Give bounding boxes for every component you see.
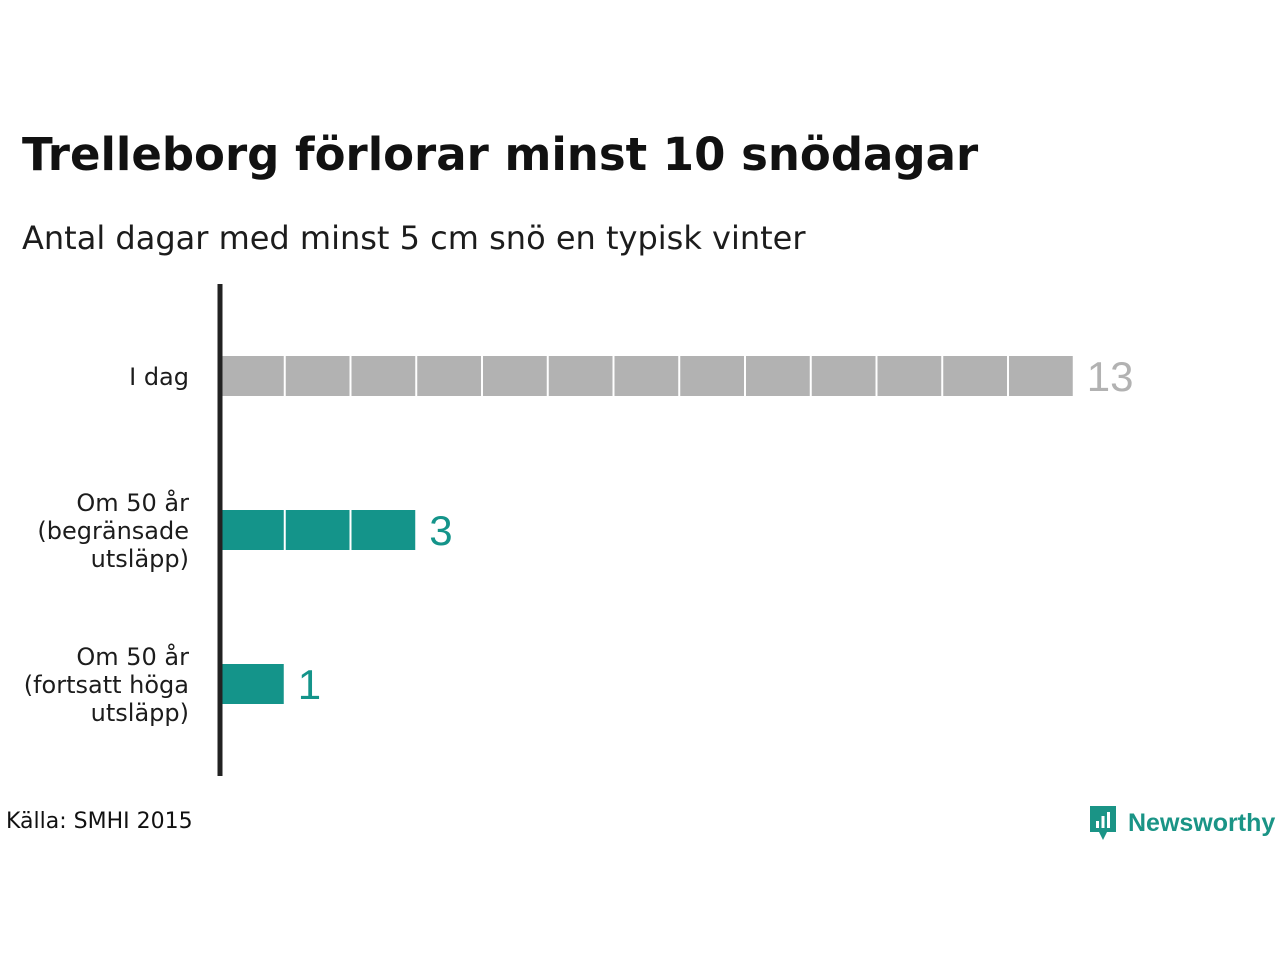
value-label: 13 bbox=[1087, 353, 1134, 400]
category-label: Om 50 år (fortsatt höga utsläpp) bbox=[24, 642, 189, 727]
bar-block bbox=[351, 356, 416, 396]
bar-block bbox=[614, 356, 679, 396]
value-label: 1 bbox=[298, 661, 321, 708]
bar-block bbox=[220, 664, 284, 704]
newsworthy-logo-icon bbox=[1090, 806, 1116, 840]
bar-block bbox=[943, 356, 1007, 396]
category-label: I dag bbox=[129, 363, 189, 391]
bar-block bbox=[548, 356, 613, 396]
value-label: 3 bbox=[429, 507, 452, 554]
source-note: Källa: SMHI 2015 bbox=[6, 809, 193, 834]
bar-block bbox=[483, 356, 547, 396]
bar-block bbox=[1009, 356, 1073, 396]
chart-title: Trelleborg förlorar minst 10 snödagar bbox=[22, 128, 979, 181]
bar-block bbox=[285, 510, 350, 550]
newsworthy-brand-text: Newsworthy bbox=[1128, 808, 1276, 837]
newsworthy-logo: Newsworthy bbox=[1088, 803, 1275, 843]
bar-block bbox=[680, 356, 744, 396]
category-label: Om 50 år (begränsade utsläpp) bbox=[37, 488, 189, 573]
bar-block bbox=[811, 356, 876, 396]
bar-block bbox=[417, 356, 481, 396]
bar-block bbox=[746, 356, 810, 396]
bar-block bbox=[220, 510, 284, 550]
chart-subtitle: Antal dagar med minst 5 cm snö en typisk… bbox=[22, 219, 806, 257]
bar-block bbox=[351, 510, 416, 550]
bar-block bbox=[285, 356, 350, 396]
bar-block bbox=[220, 356, 284, 396]
bar-block bbox=[877, 356, 942, 396]
